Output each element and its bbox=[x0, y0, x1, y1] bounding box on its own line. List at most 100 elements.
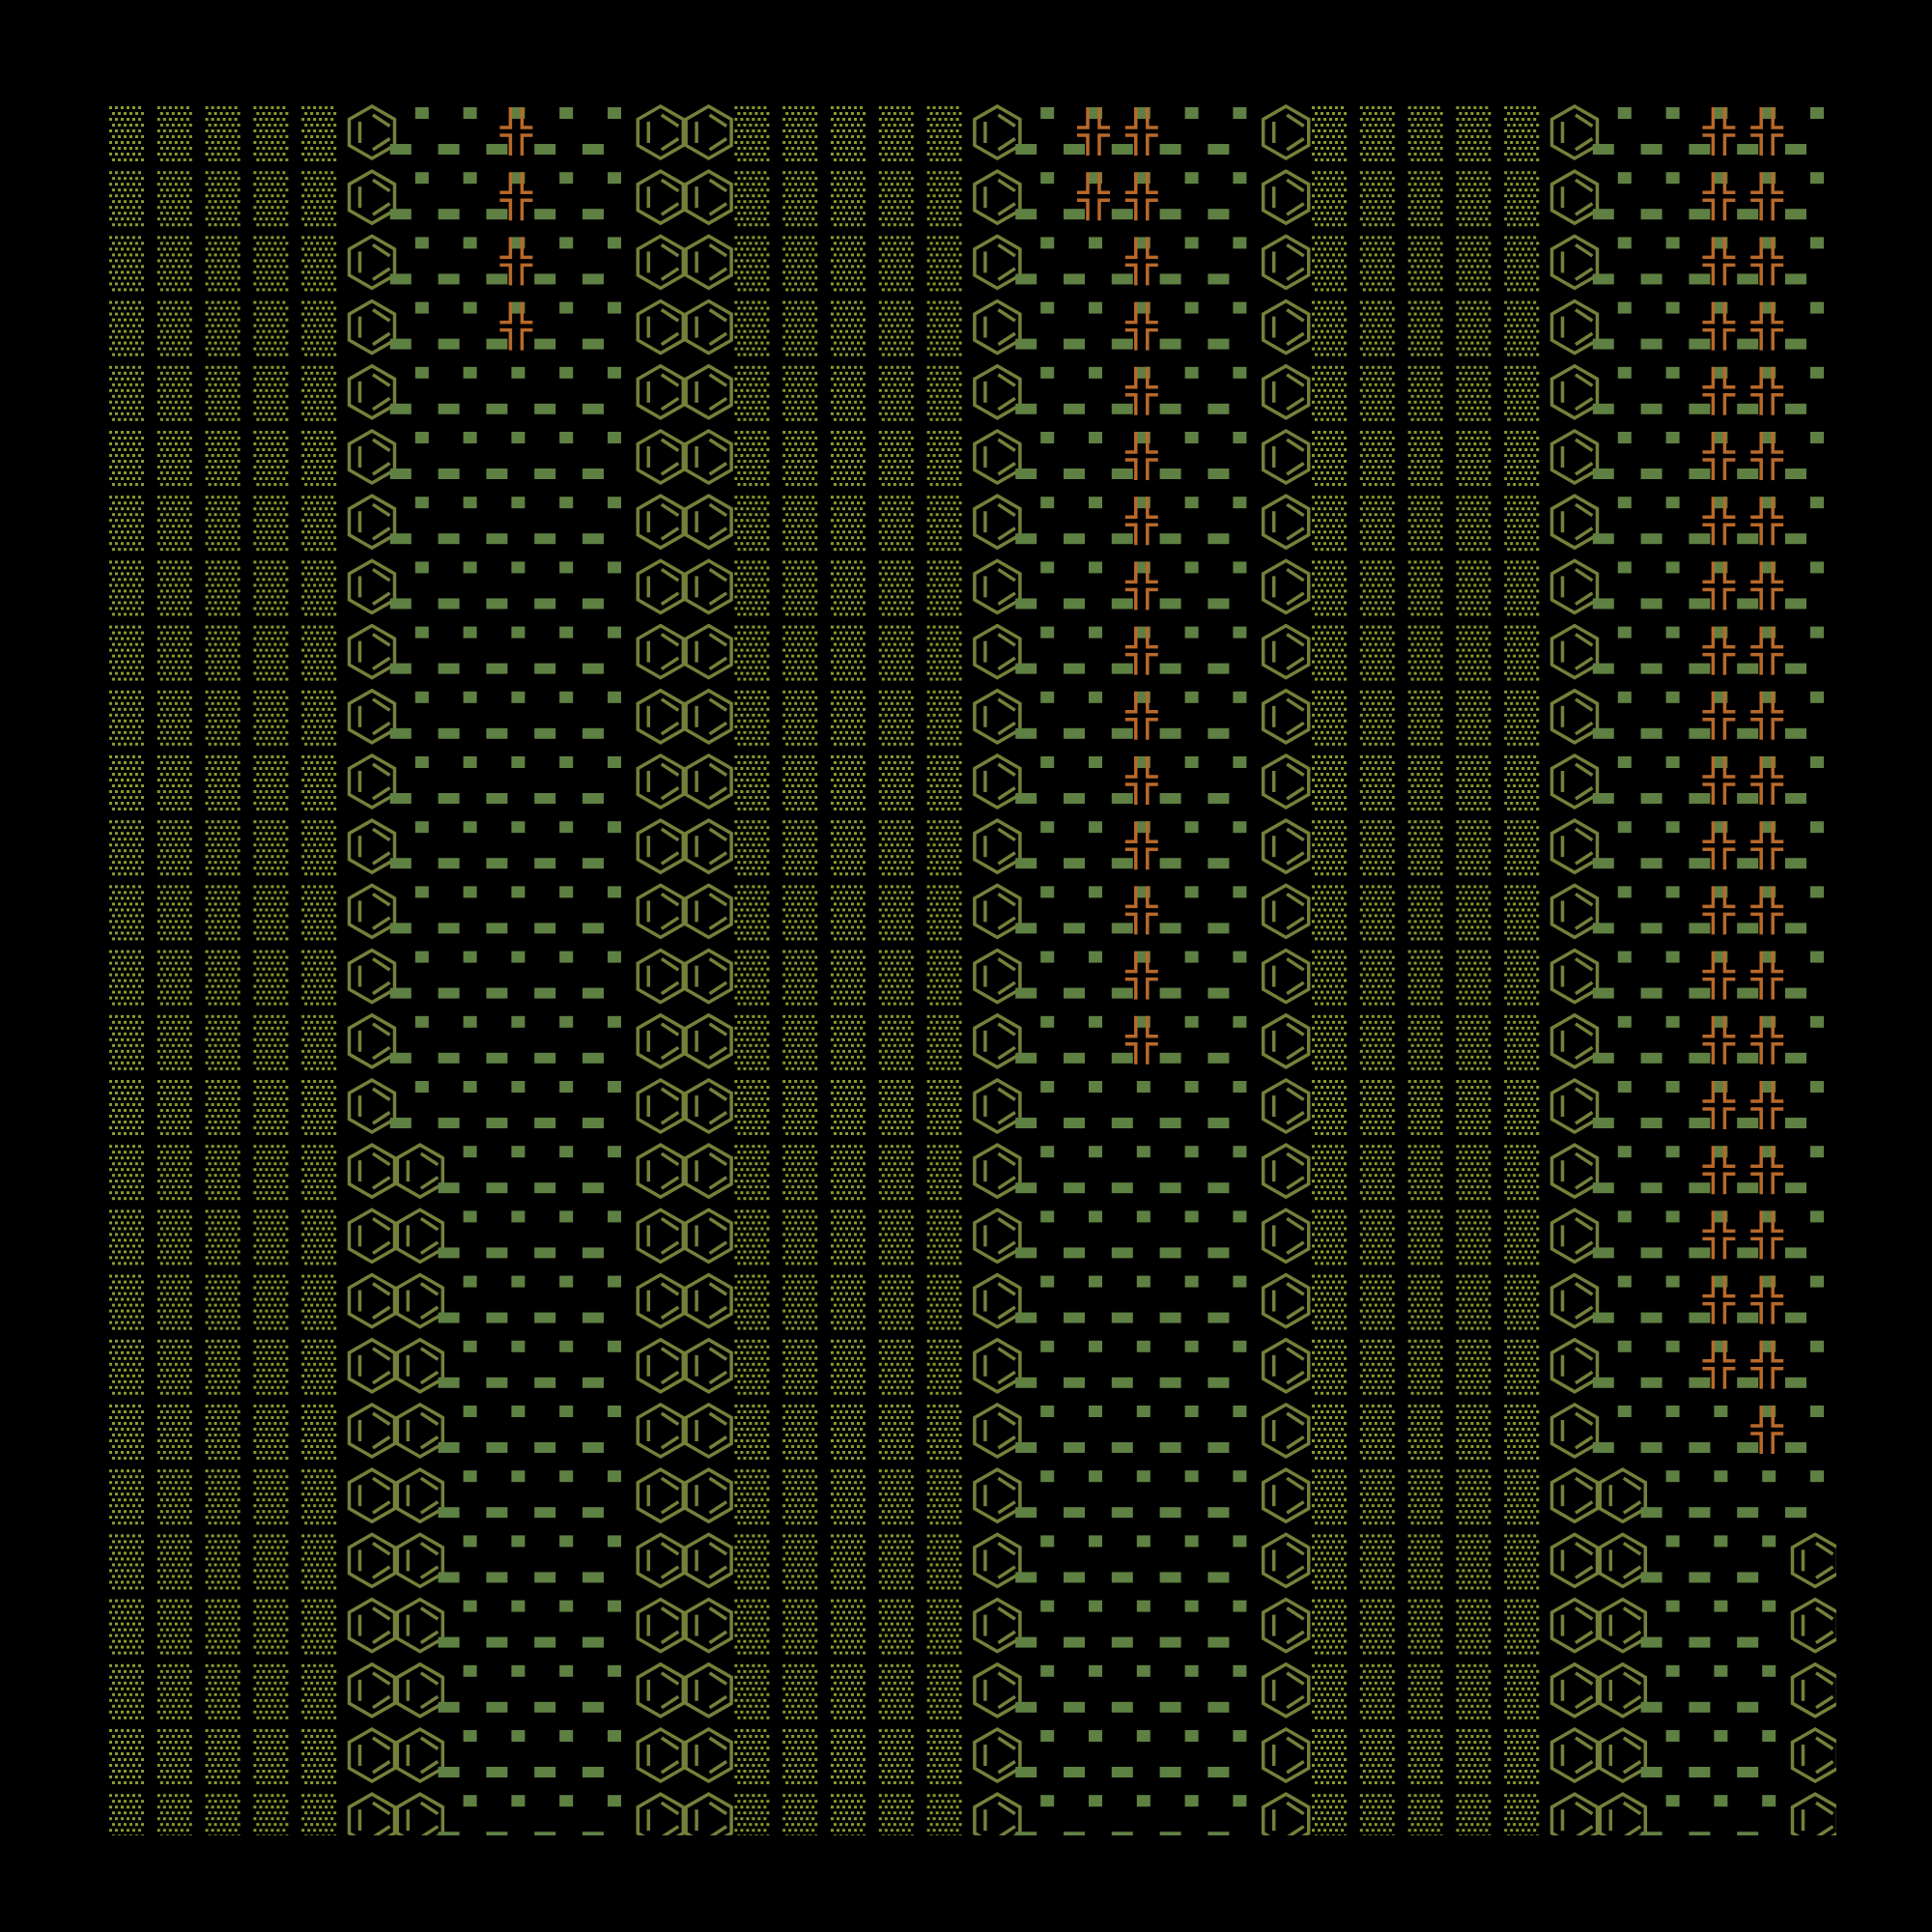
square-block-tile bbox=[1064, 756, 1102, 804]
double-cross-icon bbox=[1124, 626, 1158, 675]
dot-shade-tile bbox=[109, 820, 144, 876]
square-block-tile bbox=[1064, 237, 1102, 285]
square-block-tile bbox=[389, 172, 429, 220]
dot-shade-tile bbox=[205, 300, 241, 356]
square-block-tile bbox=[486, 1081, 526, 1128]
dot-shade-tile bbox=[1359, 106, 1395, 161]
dot-shade-tile bbox=[1312, 820, 1347, 876]
square-block-tile bbox=[1785, 237, 1824, 285]
dot-shade-tile bbox=[734, 365, 770, 421]
dot-shade-tile bbox=[1456, 885, 1492, 941]
dot-shade-tile bbox=[301, 1080, 337, 1135]
benzene-hexagon-icon bbox=[636, 558, 686, 615]
dot-shade-tile bbox=[1504, 431, 1540, 486]
square-block-tile bbox=[1159, 107, 1199, 155]
benzene-hexagon-icon bbox=[1549, 363, 1600, 420]
dot-shade-tile bbox=[1504, 236, 1540, 292]
dot-shade-tile bbox=[1312, 106, 1347, 161]
dot-shade-tile bbox=[156, 496, 192, 552]
double-cross-icon bbox=[1750, 172, 1784, 221]
dot-shade-tile bbox=[205, 236, 241, 292]
square-block-tile bbox=[438, 432, 477, 479]
square-block-tile bbox=[1208, 561, 1247, 610]
square-block-tile bbox=[582, 497, 621, 545]
square-block-tile bbox=[486, 951, 526, 999]
dot-shade-tile bbox=[1504, 106, 1540, 161]
square-block-tile bbox=[1785, 821, 1824, 869]
square-block-tile bbox=[534, 497, 574, 545]
dot-shade-tile bbox=[1456, 236, 1492, 292]
dot-shade-tile bbox=[156, 690, 192, 746]
dot-shade-tile bbox=[926, 300, 962, 356]
square-block-tile bbox=[389, 561, 429, 610]
dot-shade-tile bbox=[1407, 950, 1443, 1006]
dot-shade-tile bbox=[205, 171, 241, 227]
dot-shade-tile bbox=[1407, 236, 1443, 292]
square-block-tile bbox=[582, 172, 621, 220]
dot-shade-tile bbox=[734, 171, 770, 227]
square-block-tile bbox=[1015, 107, 1055, 155]
square-block-tile bbox=[1640, 497, 1680, 545]
square-block-tile bbox=[1064, 1015, 1102, 1064]
dot-shade-tile bbox=[301, 1014, 337, 1070]
square-block-tile bbox=[582, 821, 621, 869]
square-block-tile bbox=[1064, 301, 1102, 350]
dot-shade-tile bbox=[205, 820, 241, 876]
dot-shade-tile bbox=[1359, 625, 1395, 681]
benzene-hexagon-icon bbox=[636, 234, 686, 291]
square-block-tile bbox=[1785, 432, 1824, 479]
dot-shade-tile bbox=[156, 1080, 192, 1135]
square-block-tile bbox=[582, 366, 621, 414]
dot-shade-tile bbox=[878, 300, 914, 356]
double-cross-icon bbox=[1750, 626, 1784, 675]
square-block-tile bbox=[438, 1081, 477, 1128]
dot-shade-tile bbox=[205, 1014, 241, 1070]
double-cross-icon bbox=[1702, 366, 1736, 415]
dot-shade-tile bbox=[253, 690, 289, 746]
benzene-hexagon-icon bbox=[347, 948, 397, 1005]
square-block-tile bbox=[1640, 886, 1680, 934]
square-block-tile bbox=[1785, 886, 1824, 934]
double-cross-icon bbox=[1750, 756, 1784, 805]
benzene-hexagon-icon bbox=[973, 753, 1022, 810]
square-block-tile bbox=[1640, 107, 1680, 155]
benzene-hexagon-icon bbox=[347, 234, 397, 291]
double-cross-icon bbox=[1124, 237, 1158, 286]
dot-shade-tile bbox=[1407, 300, 1443, 356]
dot-shade-tile bbox=[156, 365, 192, 421]
benzene-hexagon-icon bbox=[973, 688, 1022, 745]
square-block-tile bbox=[534, 951, 574, 999]
square-block-tile bbox=[1208, 886, 1247, 934]
square-block-tile bbox=[534, 1015, 574, 1064]
dot-shade-tile bbox=[1359, 820, 1395, 876]
dot-shade-tile bbox=[109, 365, 144, 421]
square-block-tile bbox=[534, 626, 574, 674]
square-block-tile bbox=[438, 886, 477, 934]
benzene-hexagon-icon bbox=[973, 494, 1022, 551]
benzene-hexagon-icon bbox=[347, 494, 397, 551]
dot-shade-tile bbox=[301, 820, 337, 876]
square-block-tile bbox=[389, 1015, 429, 1064]
benzene-hexagon-icon bbox=[347, 298, 397, 355]
benzene-hexagon-icon bbox=[1261, 623, 1311, 680]
square-block-tile bbox=[1640, 951, 1680, 999]
dot-shade-tile bbox=[831, 496, 866, 552]
dot-shade-tile bbox=[253, 300, 289, 356]
benzene-hexagon-icon bbox=[684, 883, 733, 940]
square-block-tile bbox=[1592, 691, 1632, 739]
dot-shade-tile bbox=[878, 106, 914, 161]
dot-shade-tile bbox=[1456, 365, 1492, 421]
dot-shade-tile bbox=[926, 950, 962, 1006]
double-cross-icon bbox=[1702, 301, 1736, 351]
dot-shade-tile bbox=[1456, 106, 1492, 161]
dot-shade-tile bbox=[1407, 1014, 1443, 1070]
dot-shade-tile bbox=[926, 625, 962, 681]
dot-shade-tile bbox=[156, 236, 192, 292]
dot-shade-tile bbox=[734, 431, 770, 486]
square-block-tile bbox=[1640, 691, 1680, 739]
square-block-tile bbox=[1015, 366, 1055, 414]
double-cross-icon bbox=[1124, 172, 1158, 221]
double-cross-icon bbox=[1750, 1015, 1784, 1065]
square-block-tile bbox=[438, 107, 477, 155]
